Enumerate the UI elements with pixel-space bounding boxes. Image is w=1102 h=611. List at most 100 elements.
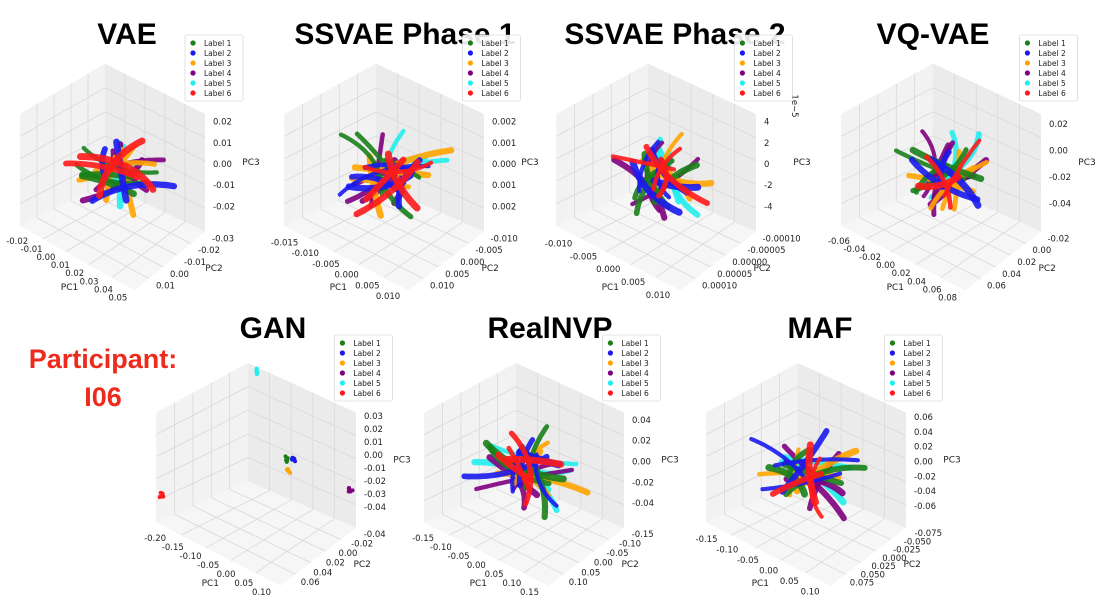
z-tick-label: 4 <box>764 118 769 128</box>
gridline <box>88 212 166 265</box>
z-tick-label: 0.00 <box>632 457 651 467</box>
gridline <box>156 409 249 457</box>
legend-marker <box>1024 40 1030 46</box>
z-axis-label: PC3 <box>793 158 810 168</box>
legend-marker <box>467 40 473 46</box>
legend-marker <box>190 90 196 96</box>
y-tick-label: 0.050 <box>861 570 885 580</box>
vae-plot: -0.02-0.010.000.010.020.030.040.050.010.… <box>6 34 260 303</box>
gridline <box>180 490 270 536</box>
legend-label: Label 2 <box>1038 49 1066 58</box>
legend-label: Label 1 <box>753 39 781 48</box>
gridline <box>247 409 357 460</box>
gridline <box>706 386 799 435</box>
data-strand-label-6 <box>76 153 157 193</box>
data-strand-label-6 <box>643 143 711 207</box>
z-tick-labels: 4 2 0 -2 -4 <box>764 118 772 213</box>
z-tick-label: -0.04 <box>632 499 654 509</box>
legend-label: Label 1 <box>481 39 509 48</box>
legend-label: Label 6 <box>1038 89 1066 98</box>
gridline <box>779 489 892 540</box>
z-tick-label: -0.02 <box>213 202 235 212</box>
legend-marker <box>739 90 745 96</box>
x-axis-label: PC1 <box>470 579 487 589</box>
data-point-label-2 <box>292 456 297 461</box>
x-tick-label: 0.15 <box>520 588 539 598</box>
gridline <box>19 135 106 182</box>
legend-label: Label 1 <box>621 339 649 348</box>
gridline <box>424 433 517 479</box>
legend-label: Label 6 <box>903 389 931 398</box>
y-tick-label: -0.010 <box>490 234 517 244</box>
z-tick-label: 0.01 <box>213 139 232 149</box>
legend-marker <box>339 380 345 386</box>
legend-label: Label 3 <box>1038 59 1066 68</box>
x-tick-label: -0.015 <box>271 238 298 248</box>
z-tick-label: 0.03 <box>364 412 383 422</box>
z-tick-label: 0.02 <box>632 437 651 447</box>
legend-label: Label 4 <box>621 369 649 378</box>
x-axis-label: PC1 <box>61 283 78 293</box>
gridline <box>647 87 757 138</box>
gridline <box>841 135 934 182</box>
gridline <box>358 212 442 265</box>
gridline <box>320 208 439 268</box>
gridline <box>797 409 907 460</box>
legend-box <box>1019 34 1078 102</box>
y-axis-label: PC2 <box>205 264 222 274</box>
legend-marker <box>739 70 745 76</box>
x-tick-label: 0.10 <box>502 579 521 589</box>
x-tick-label: -0.005 <box>570 252 597 262</box>
data-strand-label-6 <box>942 138 982 198</box>
gridline <box>302 217 424 279</box>
data-point-label-6 <box>157 494 162 499</box>
gridline <box>877 208 996 268</box>
legend-box <box>602 334 661 402</box>
legend-label: Label 1 <box>903 339 931 348</box>
gridline <box>284 87 377 137</box>
z-tick-label: -0.02 <box>1049 173 1071 183</box>
x-tick-label: -0.05 <box>448 552 470 562</box>
data-strand-label-2 <box>629 158 683 216</box>
gridline <box>19 87 106 137</box>
legend-marker <box>739 80 745 86</box>
x-tick-label: 0.05 <box>108 293 127 303</box>
data-strand-label-6 <box>506 445 531 491</box>
legend-marker <box>889 360 895 366</box>
legend-marker <box>339 360 345 366</box>
gridline <box>375 87 485 138</box>
data-points <box>610 131 715 221</box>
z-tick-label: 0.04 <box>632 416 651 426</box>
gridline <box>647 135 757 185</box>
gridline <box>556 87 649 137</box>
y-tick-label: 0.06 <box>301 578 320 588</box>
legend-label: Label 3 <box>481 59 509 68</box>
gridline <box>841 87 934 137</box>
z-tick-label: 2 <box>764 139 769 149</box>
x-tick-label: -0.10 <box>716 545 738 555</box>
gridline <box>896 200 1011 256</box>
gridline <box>915 212 999 265</box>
legend-label: Label 3 <box>903 359 931 368</box>
legend-marker <box>1024 70 1030 76</box>
x-tick-label: -0.05 <box>197 561 219 571</box>
y-tick-label: 0.02 <box>326 559 345 569</box>
vq-vae-title: VQ-VAE <box>876 18 990 51</box>
z-axis-label: PC3 <box>393 455 410 465</box>
gridline <box>104 111 206 162</box>
y-tick-label: 0.01 <box>156 282 175 292</box>
legend-label: Label 2 <box>753 49 781 58</box>
legend-label: Label 2 <box>204 49 232 58</box>
y-tick-label: 0.005 <box>445 270 469 280</box>
data-point-label-1 <box>284 457 289 462</box>
y-tick-label: 0.000 <box>460 258 484 268</box>
gridline <box>498 508 582 561</box>
z-tick-label: -0.01 <box>364 464 386 474</box>
x-tick-labels: -0.15-0.10-0.050.000.050.10 <box>696 535 820 598</box>
y-tick-label: 0.00 <box>1032 246 1051 256</box>
legend-marker <box>1024 60 1030 66</box>
maf-plot: -0.15-0.10-0.050.000.050.100.0750.0500.0… <box>696 334 961 598</box>
